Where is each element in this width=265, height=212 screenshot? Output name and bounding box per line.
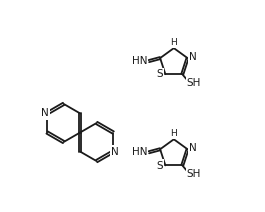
- Text: N: N: [189, 52, 197, 62]
- Text: N: N: [41, 108, 49, 119]
- Text: S: S: [157, 69, 163, 80]
- Text: HN: HN: [132, 56, 147, 66]
- Text: HN: HN: [132, 147, 147, 157]
- Text: H: H: [170, 129, 177, 138]
- Text: SH: SH: [187, 169, 201, 179]
- Text: N: N: [111, 146, 119, 157]
- Text: H: H: [170, 38, 177, 47]
- Text: SH: SH: [187, 78, 201, 88]
- Text: S: S: [157, 160, 163, 171]
- Text: N: N: [189, 143, 197, 153]
